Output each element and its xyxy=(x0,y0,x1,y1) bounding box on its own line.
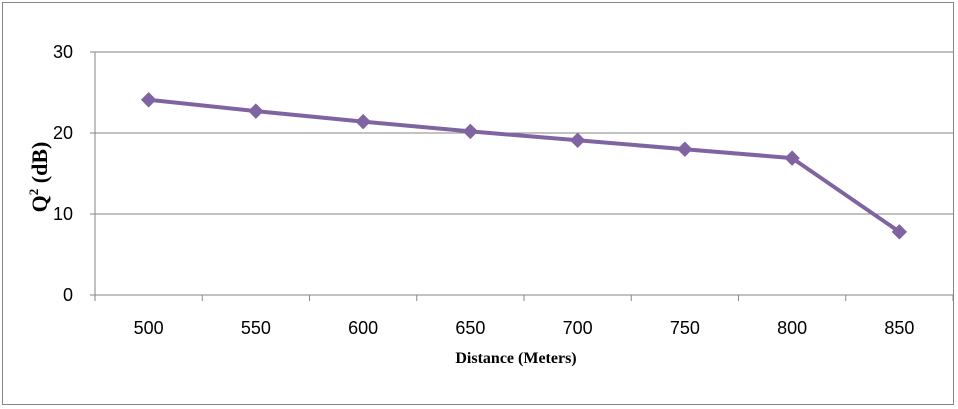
data-point-600 xyxy=(355,113,371,130)
y-tick-labels: 0 10 20 30 xyxy=(53,42,73,305)
data-point-650 xyxy=(462,123,479,140)
chart-frame: 0 10 20 30 500 550 600 650 700 750 800 850 Distanc… xyxy=(2,2,954,405)
data-point-850 xyxy=(891,224,908,240)
x-tick-label: 750 xyxy=(670,318,700,338)
series-layer xyxy=(140,92,908,240)
y-axis-title-base: Q xyxy=(27,195,52,212)
data-point-700 xyxy=(569,132,586,148)
x-tick-label: 650 xyxy=(455,318,485,338)
y-tick-label: 20 xyxy=(53,123,73,143)
x-axis-title: Distance (Meters) xyxy=(455,350,576,367)
data-point-750 xyxy=(677,141,693,157)
gridlines xyxy=(95,51,953,215)
x-tick-label: 850 xyxy=(884,318,914,338)
data-point-550 xyxy=(248,103,264,119)
x-tick-labels: 500 550 600 650 700 750 800 850 xyxy=(134,318,915,338)
y-tick-label: 30 xyxy=(53,42,73,62)
x-tick-label: 800 xyxy=(777,318,807,338)
y-axis-title-superscript: 2 xyxy=(26,189,41,196)
data-point-800 xyxy=(784,150,800,166)
x-tick-label: 700 xyxy=(563,318,593,338)
y-tick-label: 0 xyxy=(63,285,73,305)
axes xyxy=(90,51,954,301)
x-tick-label: 500 xyxy=(134,318,164,338)
y-axis-title-unit: (dB) xyxy=(27,142,52,189)
x-tick-label: 600 xyxy=(348,318,378,338)
line-chart: 0 10 20 30 500 550 600 650 700 750 800 850 Distanc… xyxy=(26,42,954,367)
x-tick-label: 550 xyxy=(241,318,271,338)
series-line xyxy=(148,97,901,234)
y-tick-label: 10 xyxy=(53,204,73,224)
data-point-500 xyxy=(140,92,157,108)
y-axis-title: Q2 (dB) xyxy=(26,142,52,213)
